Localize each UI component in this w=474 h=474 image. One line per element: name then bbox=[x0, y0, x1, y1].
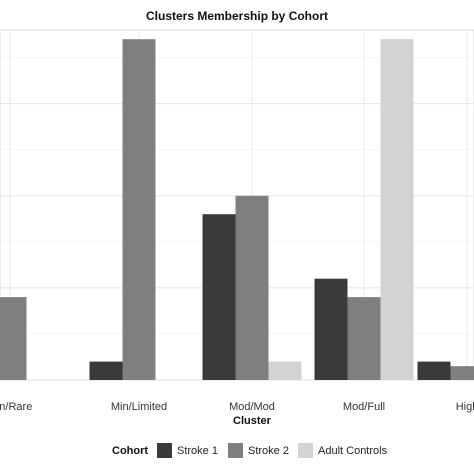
bar-stroke-2-mod-mod bbox=[235, 195, 269, 380]
x-tick-labels: Min/Rare Min/Limited Mod/Mod Mod/Full High bbox=[0, 401, 474, 413]
legend-label-stroke-2: Stroke 2 bbox=[248, 445, 289, 457]
legend-swatch-adult-controls bbox=[298, 443, 313, 458]
legend-label-adult-controls: Adult Controls bbox=[318, 445, 388, 457]
bar-stroke-2-high bbox=[450, 366, 474, 380]
bar-stroke-2-min-rare bbox=[0, 297, 27, 380]
legend-title: Cohort bbox=[112, 445, 148, 457]
x-tick-label: Mod/Full bbox=[343, 401, 385, 413]
bar-stroke-2-min-limited bbox=[122, 39, 156, 381]
legend-label-stroke-1: Stroke 1 bbox=[177, 445, 218, 457]
x-tick-label: High bbox=[456, 401, 474, 413]
bar-adult-controls-mod-full bbox=[380, 39, 414, 381]
bar-adult-controls-mod-mod bbox=[268, 361, 302, 380]
x-tick-label: Min/Rare bbox=[0, 401, 32, 413]
legend-swatch-stroke-2 bbox=[228, 443, 243, 458]
bar-stroke-1-mod-full bbox=[314, 278, 348, 380]
bar-stroke-1-mod-mod bbox=[202, 214, 236, 380]
bar-stroke-1-high bbox=[417, 361, 451, 380]
chart-title: Clusters Membership by Cohort bbox=[146, 9, 328, 23]
x-tick-label: Min/Limited bbox=[111, 401, 167, 413]
legend: Cohort Stroke 1 Stroke 2 Adult Controls bbox=[112, 443, 388, 458]
x-tick-label: Mod/Mod bbox=[229, 401, 275, 413]
legend-swatch-stroke-1 bbox=[157, 443, 172, 458]
bar-stroke-1-min-limited bbox=[89, 361, 123, 380]
bar-stroke-2-mod-full bbox=[347, 297, 381, 380]
bars bbox=[0, 39, 474, 381]
x-axis-title: Cluster bbox=[233, 415, 272, 427]
